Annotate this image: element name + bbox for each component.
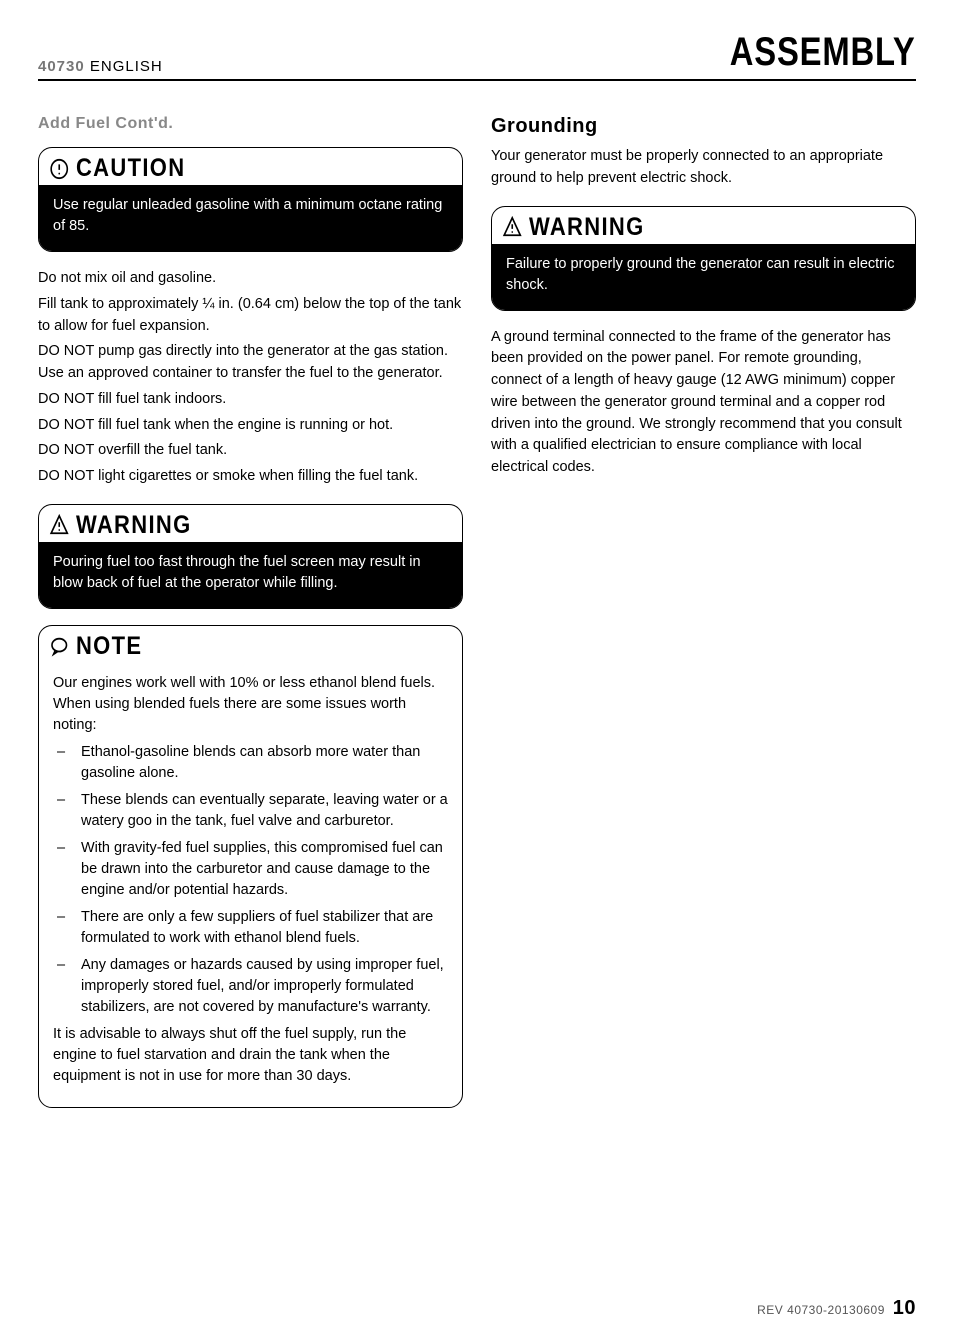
note-bullet-list: –Ethanol-gasoline blends can absorb more… <box>53 742 448 1018</box>
note-intro: Our engines work well with 10% or less e… <box>53 673 448 736</box>
warning-icon <box>50 514 69 536</box>
fuel-instructions: Do not mix oil and gasoline. Fill tank t… <box>38 268 463 488</box>
note-callout: NOTE Our engines work well with 10% or l… <box>38 625 463 1108</box>
warning-title: WARNING <box>529 213 645 242</box>
caution-callout: CAUTION Use regular unleaded gasoline wi… <box>38 147 463 252</box>
header-model-lang: 40730 ENGLISH <box>38 58 163 75</box>
revision-label: REV 40730-20130609 <box>757 1303 885 1317</box>
note-icon <box>50 635 69 657</box>
caution-header: CAUTION <box>39 148 411 185</box>
note-title: NOTE <box>76 632 142 661</box>
warning-header: WARNING <box>39 505 411 542</box>
grounding-subhead: Grounding <box>491 115 916 138</box>
note-bullet: –Ethanol-gasoline blends can absorb more… <box>57 742 448 784</box>
right-column: Grounding Your generator must be properl… <box>491 115 916 1124</box>
warning-icon <box>503 216 522 238</box>
warning-title: WARNING <box>76 511 192 540</box>
warning-body: Failure to properly ground the generator… <box>492 244 915 310</box>
language-label: ENGLISH <box>90 58 163 75</box>
page-header: 40730 ENGLISH ASSEMBLY <box>38 30 916 81</box>
note-bullet: –With gravity-fed fuel supplies, this co… <box>57 838 448 901</box>
warning-body: Pouring fuel too fast through the fuel s… <box>39 542 462 608</box>
note-bullet: –Any damages or hazards caused by using … <box>57 955 448 1018</box>
grounding-intro: Your generator must be properly connecte… <box>491 146 916 190</box>
note-bullet: –These blends can eventually separate, l… <box>57 790 448 832</box>
content-columns: Add Fuel Cont'd. CAUTION Use regular unl… <box>38 115 916 1124</box>
note-body: Our engines work well with 10% or less e… <box>39 663 462 1107</box>
warning-callout-right: WARNING Failure to properly ground the g… <box>491 206 916 311</box>
instruction-line: Do not mix oil and gasoline. <box>38 268 463 290</box>
section-title: ASSEMBLY <box>730 30 916 75</box>
caution-icon <box>50 158 69 180</box>
caution-body: Use regular unleaded gasoline with a min… <box>39 185 462 251</box>
instruction-line: DO NOT fill fuel tank when the engine is… <box>38 415 463 437</box>
page-number: 10 <box>893 1297 916 1319</box>
note-outro: It is advisable to always shut off the f… <box>53 1024 448 1087</box>
note-bullet: –There are only a few suppliers of fuel … <box>57 907 448 949</box>
warning-callout-left: WARNING Pouring fuel too fast through th… <box>38 504 463 609</box>
add-fuel-subhead: Add Fuel Cont'd. <box>38 115 463 133</box>
grounding-body: A ground terminal connected to the frame… <box>491 327 916 479</box>
model-number: 40730 <box>38 58 85 75</box>
instruction-line: DO NOT fill fuel tank indoors. <box>38 389 463 411</box>
warning-header: WARNING <box>492 207 864 244</box>
instruction-line: DO NOT overfill the fuel tank. <box>38 440 463 462</box>
left-column: Add Fuel Cont'd. CAUTION Use regular unl… <box>38 115 463 1124</box>
page-footer: REV 40730-20130609 10 <box>757 1297 916 1320</box>
caution-title: CAUTION <box>76 154 185 183</box>
instruction-line: DO NOT pump gas directly into the genera… <box>38 341 463 385</box>
note-header: NOTE <box>39 626 411 663</box>
instruction-line: Fill tank to approximately ¼ in. (0.64 c… <box>38 294 463 338</box>
instruction-line: DO NOT light cigarettes or smoke when fi… <box>38 466 463 488</box>
